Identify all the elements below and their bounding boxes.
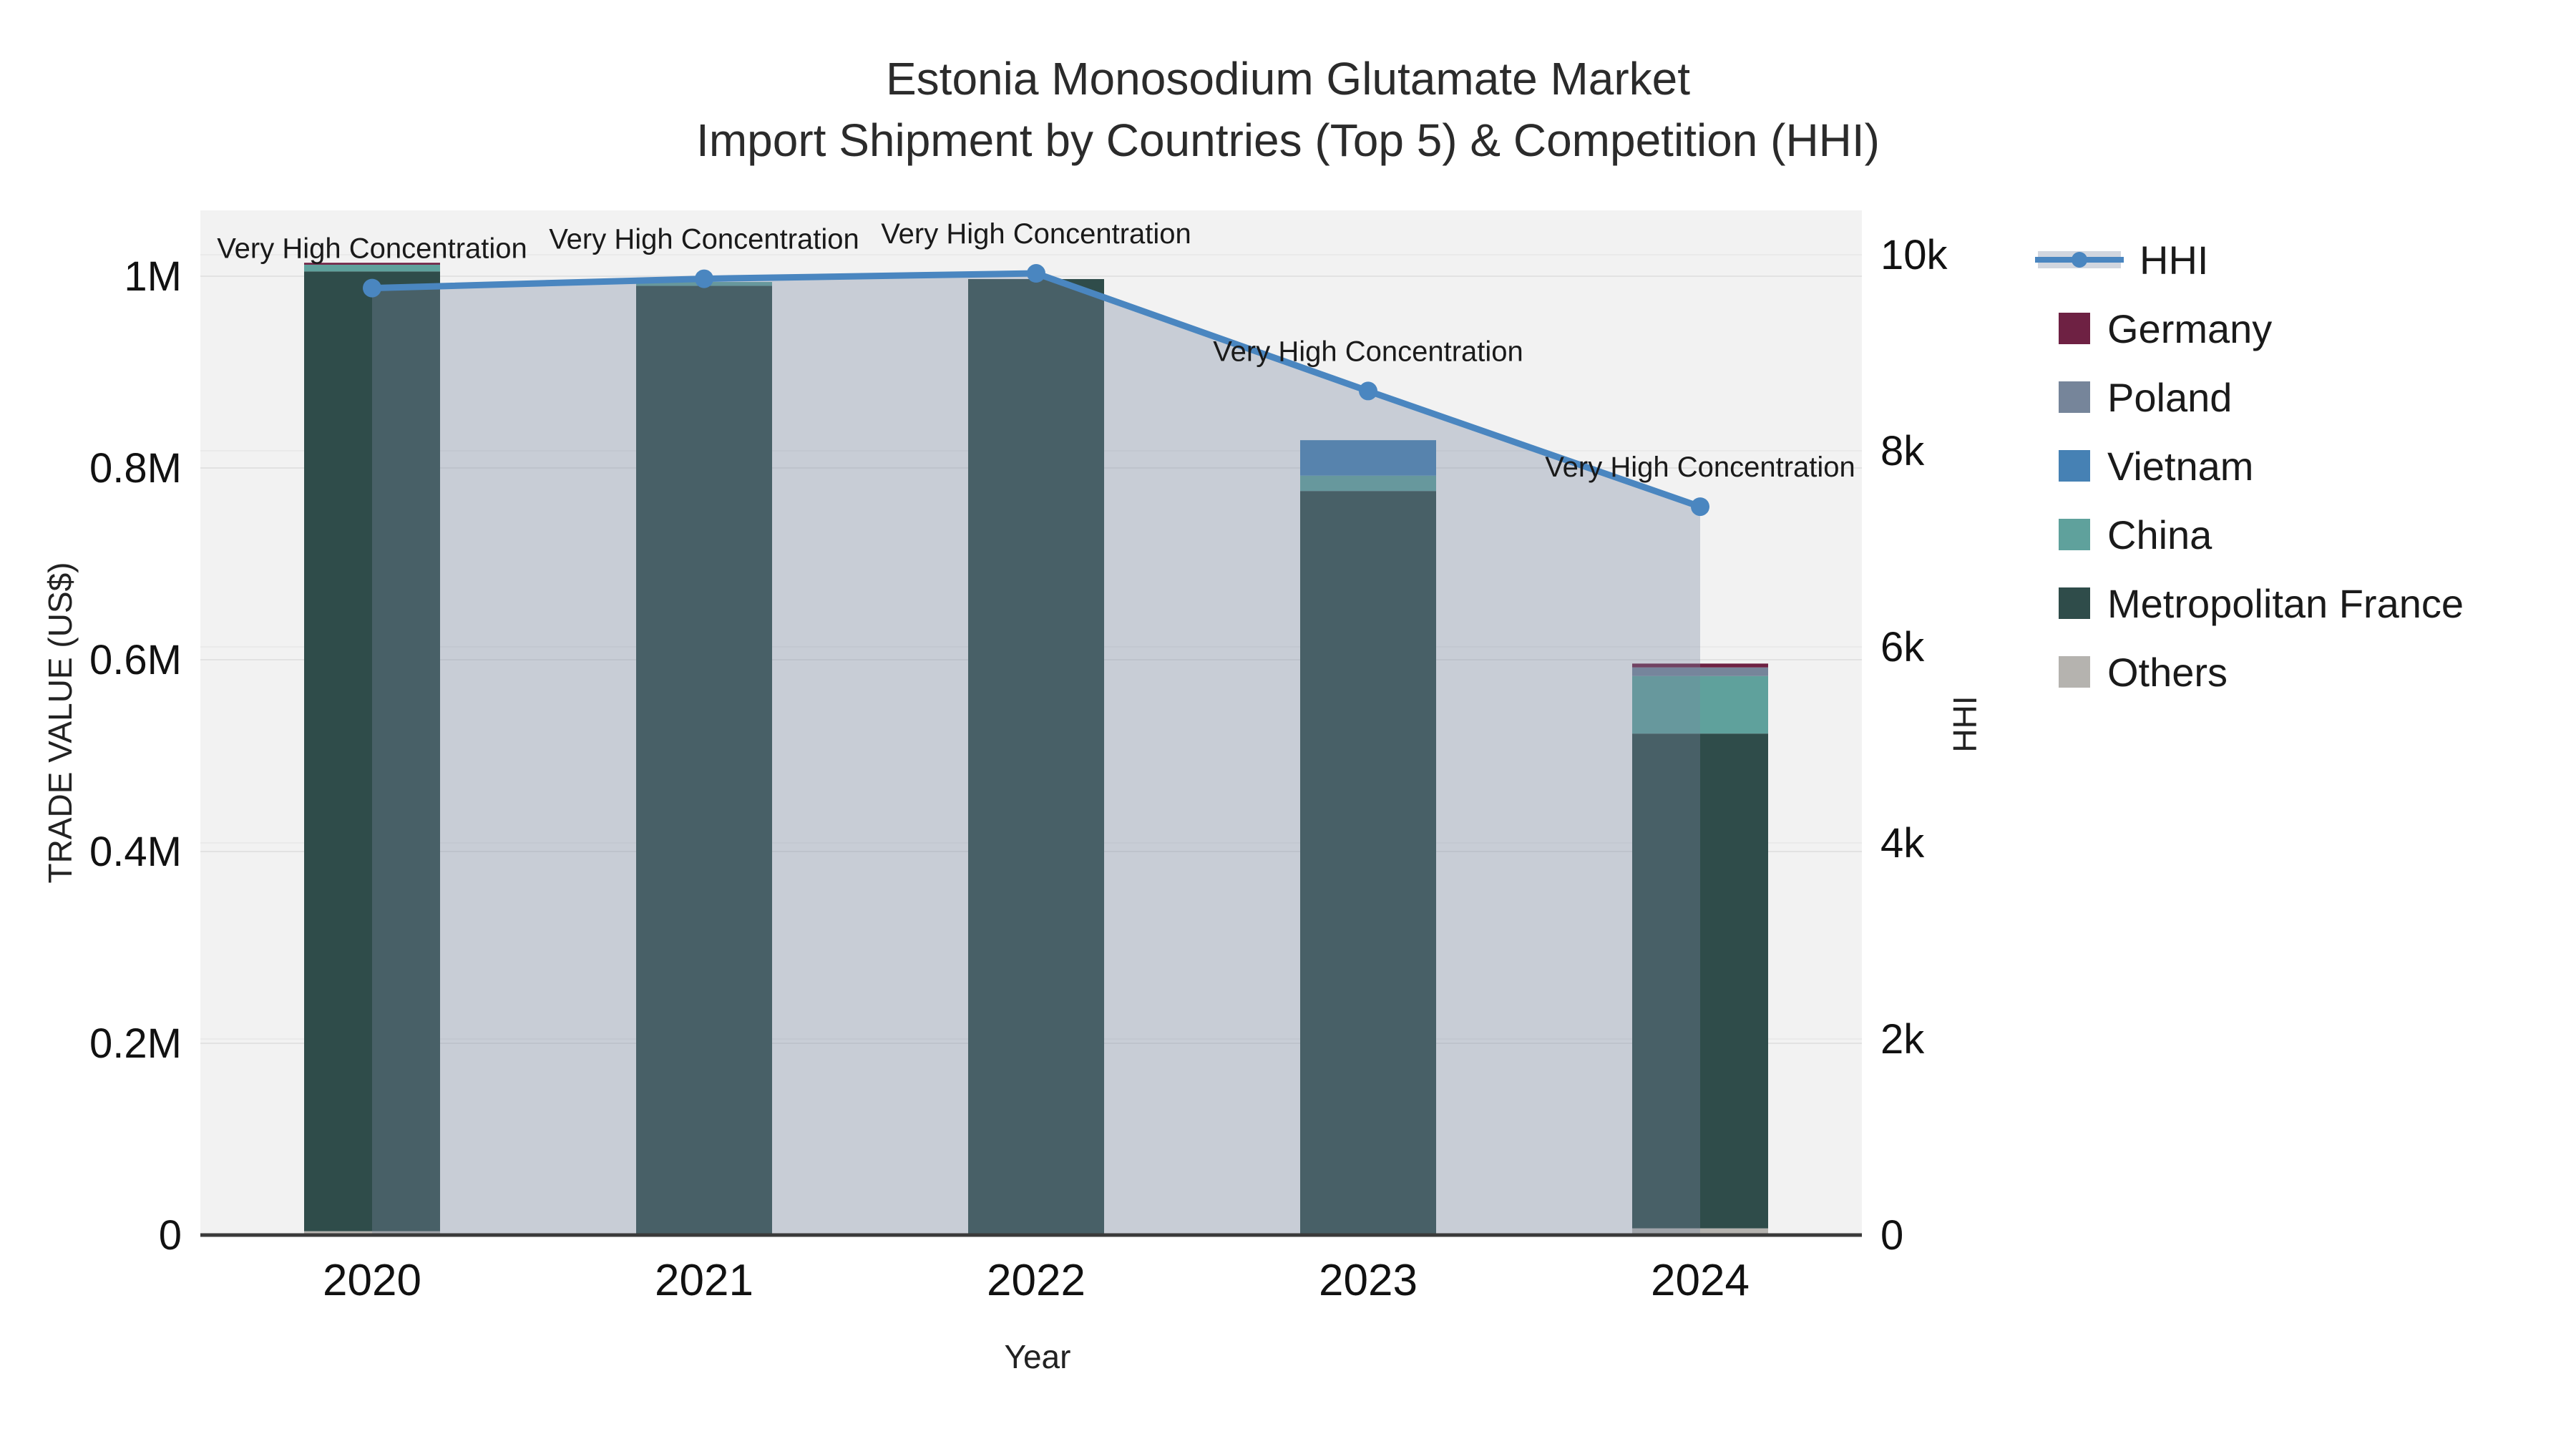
hhi-marker-2023[interactable] xyxy=(1359,381,1377,401)
left-tick-0.2M: 0.2M xyxy=(89,1020,182,1067)
left-tick-0: 0 xyxy=(159,1212,182,1259)
bar-2020-others[interactable] xyxy=(304,1231,440,1235)
right-tick-0: 0 xyxy=(1880,1212,1903,1259)
right-tick-4k: 4k xyxy=(1880,820,1925,867)
right-tick-8k: 8k xyxy=(1880,428,1925,474)
legend-item-others[interactable]: Others xyxy=(2059,650,2228,695)
right-axis-title: HHI xyxy=(1946,696,1984,752)
left-tick-0.4M: 0.4M xyxy=(89,829,182,875)
right-tick-10k: 10k xyxy=(1880,232,1948,278)
bar-2023-china[interactable] xyxy=(1300,475,1436,492)
bar-2024-china[interactable] xyxy=(1632,675,1768,734)
annotation-2022: Very High Concentration xyxy=(881,218,1191,250)
legend-swatch-metropolitan-france xyxy=(2059,587,2090,619)
left-axis-title: TRADE VALUE (US$) xyxy=(42,562,79,883)
legend-swatch-china xyxy=(2059,519,2090,550)
bar-2021-metropolitan-france[interactable] xyxy=(636,286,772,1235)
x-tick-2020: 2020 xyxy=(323,1256,421,1305)
bar-2024-poland[interactable] xyxy=(1632,667,1768,676)
legend-hhi-marker-icon xyxy=(2072,252,2087,268)
legend-label-germany: Germany xyxy=(2107,306,2272,351)
bar-2023-metropolitan-france[interactable] xyxy=(1300,491,1436,1236)
legend-label-poland: Poland xyxy=(2107,375,2232,420)
legend-item-hhi[interactable]: HHI xyxy=(2035,238,2208,283)
left-tick-0.6M: 0.6M xyxy=(89,637,182,683)
annotation-2021: Very High Concentration xyxy=(549,224,859,255)
legend-item-poland[interactable]: Poland xyxy=(2059,375,2232,420)
legend-label-hhi: HHI xyxy=(2140,238,2208,283)
legend-item-germany[interactable]: Germany xyxy=(2059,306,2272,351)
bar-2020-china[interactable] xyxy=(304,264,440,272)
x-axis-title: Year xyxy=(1005,1338,1071,1375)
left-tick-1M: 1M xyxy=(124,253,182,300)
x-tick-2024: 2024 xyxy=(1651,1256,1750,1305)
legend-label-others: Others xyxy=(2107,650,2228,695)
bar-2020-metropolitan-france[interactable] xyxy=(304,271,440,1231)
bar-2024-germany[interactable] xyxy=(1632,663,1768,668)
right-tick-2k: 2k xyxy=(1880,1016,1925,1063)
legend-swatch-vietnam xyxy=(2059,450,2090,482)
x-tick-2023: 2023 xyxy=(1319,1256,1418,1305)
legend-label-china: China xyxy=(2107,512,2212,557)
plot-content: Very High Concentration Very High Concent… xyxy=(89,210,1948,1305)
chart-title-line1: Estonia Monosodium Glutamate Market xyxy=(886,53,1690,104)
legend-swatch-poland xyxy=(2059,381,2090,413)
hhi-marker-2024[interactable] xyxy=(1691,497,1709,517)
legend: HHI Germany Poland Vietnam China Metropolitan… xyxy=(2035,238,2464,695)
legend-swatch-germany xyxy=(2059,313,2090,344)
annotation-2020: Very High Concentration xyxy=(217,233,527,265)
annotation-2024: Very High Concentration xyxy=(1545,452,1855,483)
left-tick-0.8M: 0.8M xyxy=(89,445,182,492)
legend-item-china[interactable]: China xyxy=(2059,512,2212,557)
legend-swatch-others xyxy=(2059,656,2090,688)
bar-2022-metropolitan-france[interactable] xyxy=(968,279,1104,1235)
hhi-marker-2020[interactable] xyxy=(363,278,381,298)
bar-2020-germany[interactable] xyxy=(304,263,440,265)
legend-label-metropolitan-france: Metropolitan France xyxy=(2107,581,2464,626)
right-tick-6k: 6k xyxy=(1880,624,1925,670)
hhi-area-fill xyxy=(372,273,1700,1235)
bar-2023-vietnam[interactable] xyxy=(1300,440,1436,476)
hhi-marker-2022[interactable] xyxy=(1027,264,1045,283)
x-tick-2021: 2021 xyxy=(655,1256,753,1305)
annotation-2023: Very High Concentration xyxy=(1213,336,1523,367)
hhi-marker-2021[interactable] xyxy=(695,269,713,288)
bar-2024-metropolitan-france[interactable] xyxy=(1632,733,1768,1229)
chart-title-line2: Import Shipment by Countries (Top 5) & C… xyxy=(696,114,1880,166)
bar-2024-others[interactable] xyxy=(1632,1228,1768,1235)
x-tick-2022: 2022 xyxy=(987,1256,1085,1305)
legend-item-vietnam[interactable]: Vietnam xyxy=(2059,444,2253,489)
legend-item-metropolitan-france[interactable]: Metropolitan France xyxy=(2059,581,2464,626)
legend-label-vietnam: Vietnam xyxy=(2107,444,2253,489)
